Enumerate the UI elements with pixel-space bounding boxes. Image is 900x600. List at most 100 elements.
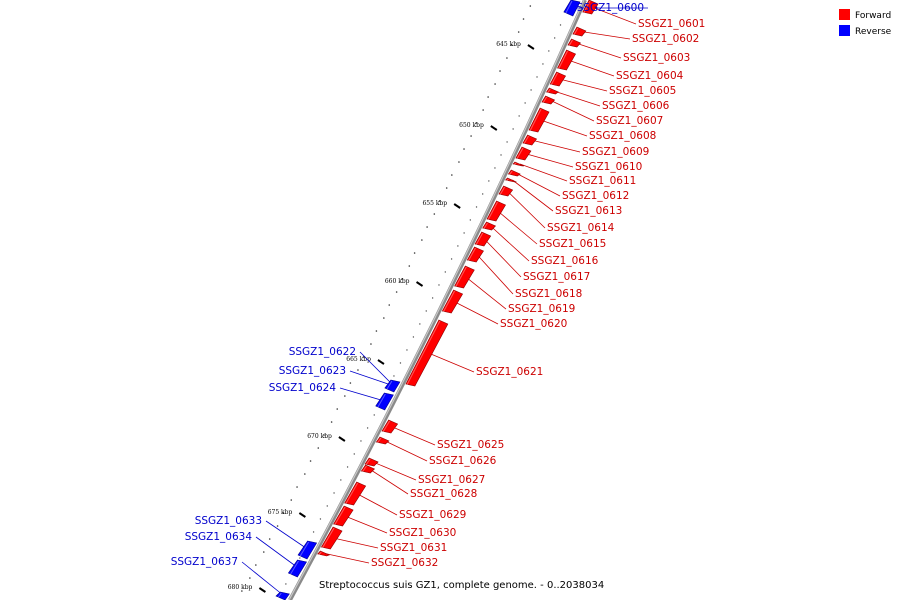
gene-feature[interactable] <box>486 200 506 222</box>
gene-label[interactable]: SSGZ1_0612 <box>562 190 629 202</box>
gene-feature[interactable] <box>333 505 354 527</box>
label-connector <box>580 31 631 40</box>
gene-label[interactable]: SSGZ1_0624 <box>269 382 337 394</box>
gene-label[interactable]: SSGZ1_0626 <box>429 455 497 467</box>
legend: Forward Reverse <box>839 9 892 37</box>
minor-tick-dot <box>512 128 514 130</box>
gene-label[interactable]: SSGZ1_0609 <box>582 146 649 158</box>
gene-label[interactable]: SSGZ1_0629 <box>399 509 466 521</box>
gene-feature[interactable] <box>541 95 556 105</box>
gene-label[interactable]: SSGZ1_0611 <box>569 175 636 187</box>
gene-feature[interactable] <box>572 26 587 37</box>
gene-label[interactable]: SSGZ1_0632 <box>371 557 438 569</box>
minor-tick-dot <box>444 271 447 273</box>
gene-label[interactable]: SSGZ1_0634 <box>185 531 253 543</box>
gene-label[interactable]: SSGZ1_0623 <box>279 365 346 377</box>
gene-feature-highlight <box>276 592 282 600</box>
label-connector <box>344 515 388 534</box>
gene-label[interactable]: SSGZ1_0621 <box>476 366 543 378</box>
tick-label: 660 kbp <box>385 278 410 285</box>
gene-feature[interactable] <box>287 559 307 578</box>
gene-feature[interactable] <box>344 481 367 506</box>
minor-tick-dot <box>249 577 251 579</box>
minor-tick-dot <box>500 154 502 156</box>
gene-feature[interactable] <box>482 221 497 231</box>
gene-feature[interactable] <box>567 38 582 48</box>
label-connector <box>383 440 428 462</box>
gene-label[interactable]: SSGZ1_0637 <box>171 556 238 568</box>
label-connector <box>372 461 417 481</box>
gene-feature[interactable] <box>360 464 376 474</box>
gene-feature[interactable] <box>320 526 343 550</box>
gene-label[interactable]: SSGZ1_0618 <box>515 288 582 300</box>
gene-feature[interactable] <box>381 419 399 434</box>
gene-label[interactable]: SSGZ1_0630 <box>389 527 456 539</box>
gene-label[interactable]: SSGZ1_0602 <box>632 33 699 45</box>
label-connector <box>428 352 475 373</box>
gene-feature[interactable] <box>375 436 390 445</box>
gene-feature[interactable] <box>364 457 379 467</box>
gene-label[interactable]: SSGZ1_0622 <box>289 346 356 358</box>
gene-feature[interactable] <box>317 550 331 557</box>
gene-feature[interactable] <box>375 392 394 411</box>
minor-tick-dot <box>408 265 411 267</box>
gene-feature[interactable] <box>528 107 550 133</box>
gene-label[interactable]: SSGZ1_0601 <box>638 18 705 30</box>
label-connector <box>484 238 522 278</box>
gene-feature[interactable] <box>441 289 464 314</box>
gene-feature[interactable] <box>507 169 521 177</box>
gene-label[interactable]: SSGZ1_0613 <box>555 205 622 217</box>
minor-tick-dot <box>366 427 369 429</box>
gene-label[interactable]: SSGZ1_0627 <box>418 474 485 486</box>
label-connector <box>453 301 499 325</box>
minor-tick-dot <box>373 414 375 416</box>
gene-label[interactable]: SSGZ1_0615 <box>539 238 606 250</box>
gene-label[interactable]: SSGZ1_0633 <box>195 515 262 527</box>
gene-feature-highlight <box>334 506 346 526</box>
gene-label[interactable]: SSGZ1_0610 <box>575 161 642 173</box>
label-connector <box>339 387 387 402</box>
gene-label[interactable]: SSGZ1_0619 <box>508 303 575 315</box>
gene-feature-highlight <box>523 135 529 145</box>
gene-label[interactable]: SSGZ1_0617 <box>523 271 590 283</box>
gene-label[interactable]: SSGZ1_0603 <box>623 52 690 64</box>
gene-feature[interactable] <box>504 177 517 183</box>
minor-tick-dot <box>488 180 490 182</box>
gene-label[interactable]: SSGZ1_0616 <box>531 255 599 267</box>
gene-label[interactable]: SSGZ1_0606 <box>602 100 670 112</box>
gene-label[interactable]: SSGZ1_0628 <box>410 488 477 500</box>
gene-label[interactable]: SSGZ1_0608 <box>589 130 656 142</box>
gene-feature-highlight <box>483 222 488 230</box>
gene-feature[interactable] <box>546 87 559 95</box>
gene-feature[interactable] <box>563 0 581 17</box>
gene-label[interactable]: SSGZ1_0607 <box>596 115 663 127</box>
gene-label[interactable]: SSGZ1_0614 <box>547 222 615 234</box>
gene-label[interactable]: SSGZ1_0604 <box>616 70 684 82</box>
gene-feature[interactable] <box>557 49 576 71</box>
gene-feature[interactable] <box>522 134 538 146</box>
gene-label[interactable]: SSGZ1_0605 <box>609 85 676 97</box>
gene-label[interactable]: SSGZ1_0600 <box>577 2 644 14</box>
gene-feature[interactable] <box>498 185 514 197</box>
gene-label[interactable]: SSGZ1_0620 <box>500 318 567 330</box>
gene-feature[interactable] <box>512 161 525 167</box>
minor-tick-dot <box>524 102 526 104</box>
gene-feature[interactable] <box>297 540 318 560</box>
minor-tick-dot <box>393 375 395 377</box>
gene-feature[interactable] <box>405 319 449 387</box>
gene-feature-highlight <box>513 162 517 166</box>
label-connector <box>497 210 538 245</box>
gene-feature[interactable] <box>275 591 290 600</box>
gene-feature[interactable] <box>454 265 475 289</box>
gene-label[interactable]: SSGZ1_0631 <box>380 542 447 554</box>
minor-tick-dot <box>522 18 525 20</box>
gene-feature[interactable] <box>515 146 532 161</box>
gene-label[interactable]: SSGZ1_0625 <box>437 439 504 451</box>
gene-feature[interactable] <box>582 0 599 15</box>
gene-feature[interactable] <box>474 231 492 247</box>
gene-feature[interactable] <box>384 379 401 393</box>
gene-feature[interactable] <box>466 246 484 263</box>
gene-feature[interactable] <box>549 71 567 87</box>
minor-tick-dot <box>494 83 496 85</box>
